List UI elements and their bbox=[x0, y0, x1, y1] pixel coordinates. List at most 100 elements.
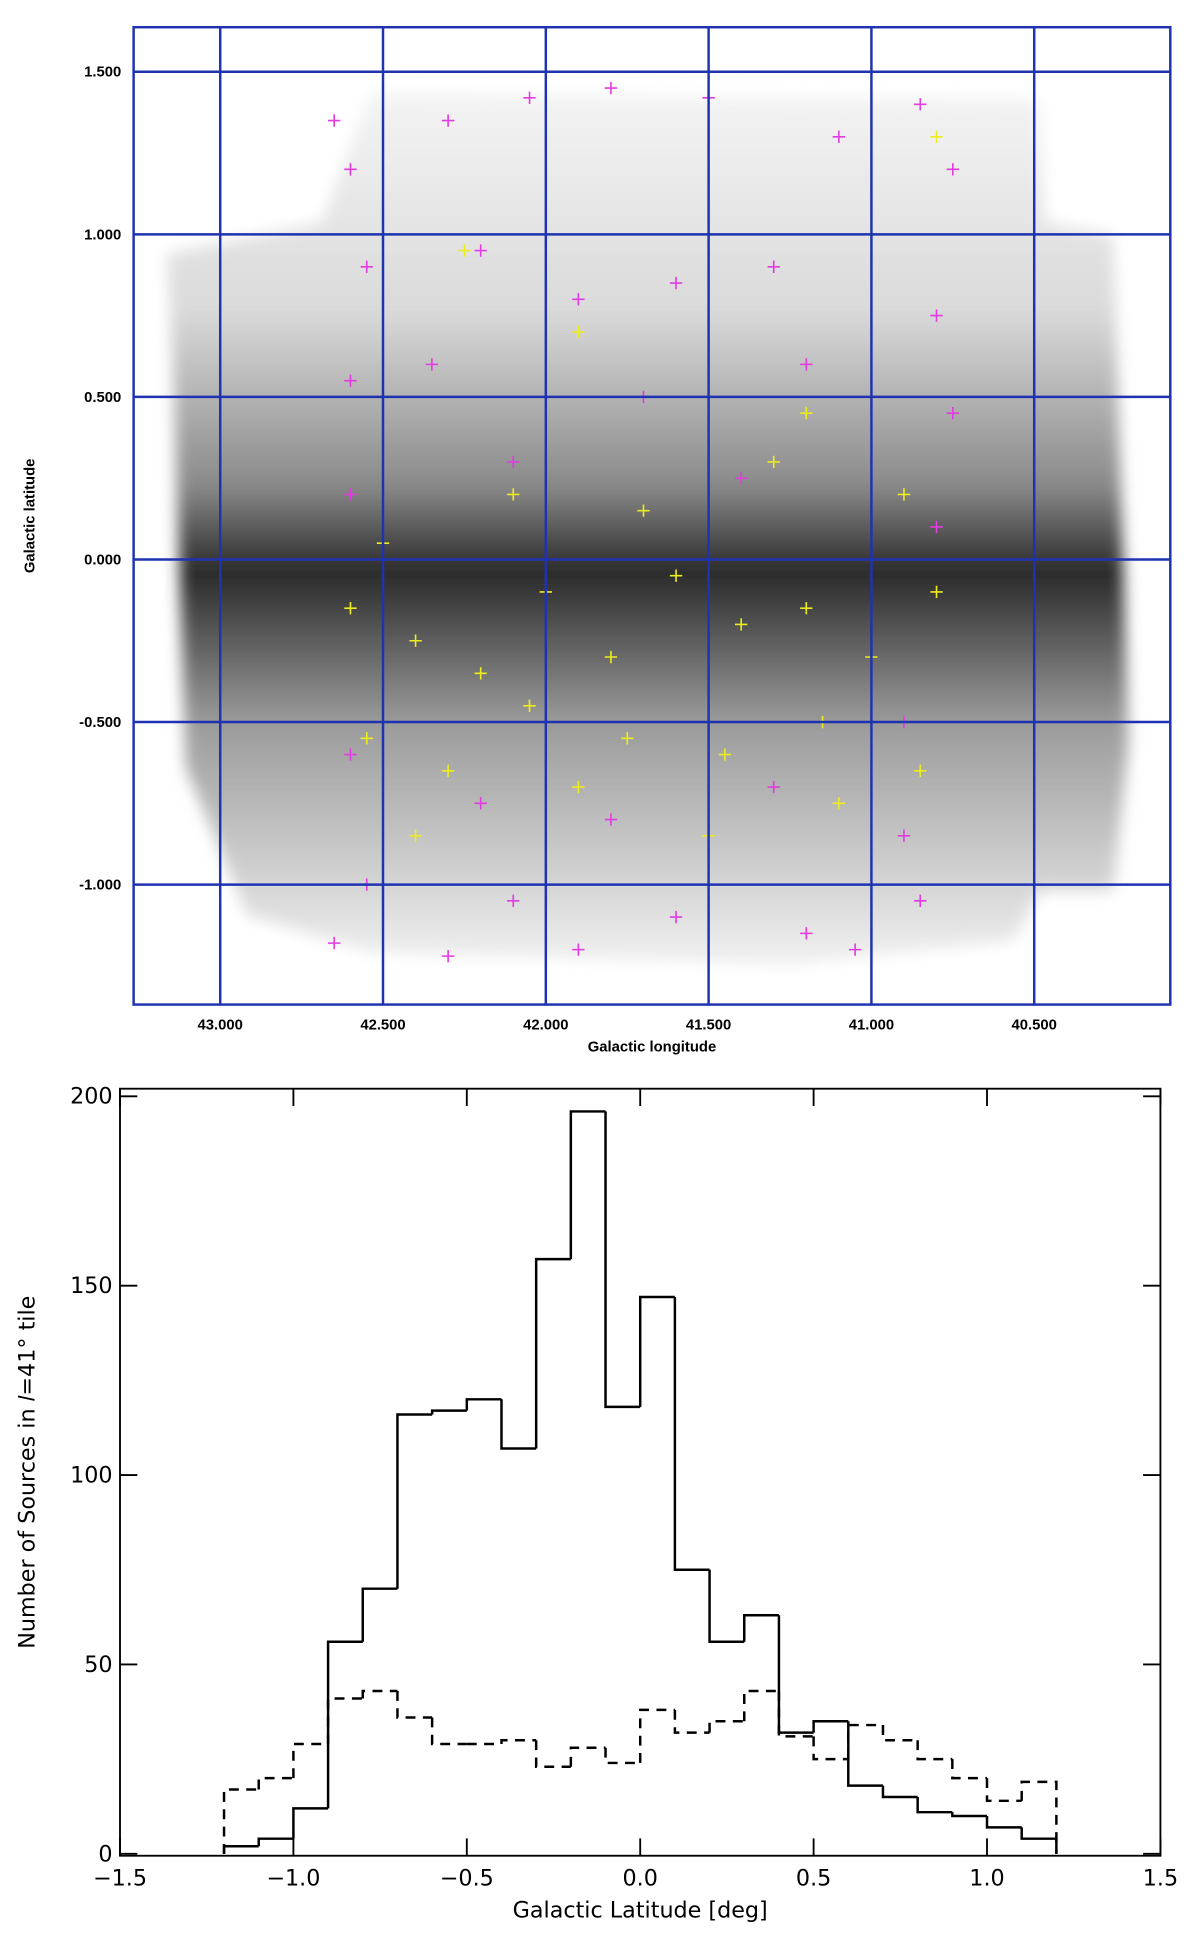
source-marker bbox=[441, 764, 455, 777]
source-marker bbox=[344, 163, 357, 176]
source-marker bbox=[930, 130, 943, 143]
histogram-step bbox=[222, 1788, 259, 1854]
intensity-map bbox=[167, 92, 1129, 965]
source-marker bbox=[669, 569, 683, 582]
histogram-step bbox=[326, 1640, 363, 1809]
histogram-step bbox=[222, 1845, 259, 1854]
y-tick-label: 1.500 bbox=[84, 65, 121, 81]
x-tick-label: 40.500 bbox=[1012, 1017, 1057, 1033]
histogram-step bbox=[916, 1740, 953, 1761]
source-marker bbox=[734, 471, 748, 485]
source-marker bbox=[832, 797, 846, 810]
histogram-step bbox=[743, 1613, 779, 1642]
y-tick-label: 50 bbox=[84, 1652, 112, 1678]
histogram-step bbox=[708, 1569, 745, 1643]
histogram-step bbox=[777, 1690, 814, 1738]
source-marker bbox=[441, 949, 455, 963]
x-tick-label: −0.5 bbox=[440, 1865, 494, 1891]
source-marker bbox=[897, 488, 911, 501]
source-marker bbox=[507, 488, 520, 501]
histogram-step bbox=[673, 1709, 710, 1734]
histogram-step bbox=[638, 1708, 675, 1763]
histogram-step bbox=[847, 1723, 883, 1760]
y-tick-label: -1.000 bbox=[79, 878, 121, 894]
x-tick-label: −1.5 bbox=[93, 1865, 147, 1891]
histogram-step bbox=[257, 1776, 294, 1790]
histogram-step bbox=[951, 1759, 988, 1780]
histogram-step bbox=[534, 1740, 571, 1768]
histogram-step bbox=[777, 1615, 814, 1734]
histogram-step bbox=[847, 1721, 883, 1787]
y-tick-label: 150 bbox=[70, 1273, 112, 1299]
source-marker bbox=[344, 488, 357, 501]
source-marker bbox=[474, 797, 487, 810]
source-marker bbox=[344, 748, 357, 761]
source-marker bbox=[344, 602, 357, 615]
x-tick-label: 1.0 bbox=[969, 1865, 1004, 1891]
x-tick-label: 0.5 bbox=[796, 1865, 831, 1891]
source-marker bbox=[604, 81, 618, 95]
source-marker bbox=[930, 585, 943, 599]
histogram-step bbox=[916, 1797, 953, 1814]
source-marker bbox=[441, 114, 455, 127]
x-axis-label: Galactic longitude bbox=[588, 1040, 717, 1056]
source-marker bbox=[360, 260, 373, 274]
source-marker bbox=[572, 293, 585, 306]
x-tick-label: 1.5 bbox=[1143, 1865, 1178, 1891]
map-chart: 43.000 42.500 42.000 41.500 41.000 40.500 1.50… bbox=[23, 25, 1172, 1056]
source-marker bbox=[637, 504, 650, 517]
source-marker bbox=[507, 455, 520, 469]
histogram-step bbox=[396, 1690, 433, 1719]
source-marker bbox=[572, 943, 585, 956]
source-marker bbox=[474, 667, 487, 680]
histogram-step bbox=[257, 1837, 294, 1847]
histogram-step bbox=[326, 1697, 363, 1744]
y-axis-label: Number of Sources in 𝑙=41° tile bbox=[15, 1296, 41, 1649]
source-marker bbox=[897, 829, 911, 843]
x-axis-label: Galactic Latitude [deg] bbox=[513, 1898, 768, 1924]
histogram-step bbox=[812, 1720, 849, 1733]
y-tick-label: 200 bbox=[70, 1084, 112, 1110]
histogram-step bbox=[465, 1398, 502, 1411]
x-tick-label: 0.0 bbox=[623, 1865, 658, 1891]
source-marker bbox=[767, 455, 780, 469]
y-axis-label: Galactic latitude bbox=[23, 459, 39, 574]
histogram-step bbox=[396, 1413, 433, 1589]
source-marker bbox=[669, 910, 683, 924]
source-marker bbox=[409, 634, 422, 647]
source-marker bbox=[523, 91, 536, 104]
source-marker bbox=[734, 618, 748, 631]
x-tick-label: 42.500 bbox=[360, 1017, 405, 1033]
histogram-step bbox=[881, 1785, 918, 1799]
histogram-step bbox=[812, 1736, 849, 1761]
source-marker bbox=[718, 748, 732, 761]
source-marker bbox=[523, 699, 536, 712]
x-tick-label: 43.000 bbox=[198, 1017, 243, 1033]
source-marker bbox=[669, 276, 683, 290]
source-marker bbox=[458, 244, 471, 257]
histogram-step bbox=[985, 1815, 1022, 1829]
histogram-step bbox=[708, 1720, 745, 1733]
histogram-chart: −1.5 −1.0 −0.5 0.0 0.5 1.0 1.5 0 50 100 150 200 Gala… bbox=[15, 1084, 1178, 1924]
histogram-step bbox=[673, 1297, 710, 1571]
source-marker bbox=[621, 732, 634, 745]
histogram-step bbox=[500, 1738, 537, 1744]
source-marker bbox=[800, 358, 813, 371]
source-marker bbox=[800, 406, 813, 420]
histogram-step bbox=[292, 1807, 329, 1839]
histogram-step bbox=[500, 1399, 537, 1450]
y-tick-label: -0.500 bbox=[79, 715, 121, 731]
source-marker bbox=[572, 325, 585, 339]
y-tick-label: 1.000 bbox=[84, 227, 121, 243]
source-marker bbox=[344, 374, 357, 387]
y-tick-label: 0 bbox=[98, 1841, 112, 1867]
histogram-step bbox=[638, 1295, 675, 1407]
source-marker bbox=[914, 764, 927, 777]
histogram-step bbox=[604, 1111, 641, 1409]
source-marker bbox=[767, 260, 780, 274]
source-marker bbox=[832, 130, 846, 143]
plot-frame bbox=[132, 25, 1172, 1006]
source-marker bbox=[425, 358, 439, 371]
histogram-step bbox=[951, 1812, 988, 1818]
